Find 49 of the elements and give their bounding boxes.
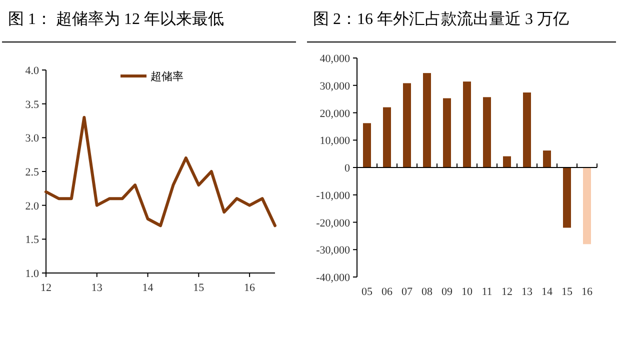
bar (463, 82, 471, 168)
y-tick-label: 20,000 (320, 108, 350, 120)
y-tick-label: 40,000 (320, 53, 350, 65)
x-tick-label: 15 (562, 286, 573, 298)
y-tick-label: 0 (344, 162, 350, 174)
x-tick-label: 14 (142, 282, 154, 294)
x-tick-label: 10 (462, 286, 473, 298)
x-tick-label: 13 (91, 282, 103, 294)
bar (523, 92, 531, 168)
x-tick-label: 06 (382, 286, 393, 298)
bar (443, 98, 451, 168)
bar (363, 123, 371, 168)
x-tick-label: 09 (442, 286, 453, 298)
x-tick-label: 05 (362, 286, 373, 298)
y-tick-label: 4.0 (25, 65, 40, 77)
x-tick-label: 15 (193, 282, 205, 294)
x-tick-label: 13 (522, 286, 533, 298)
x-tick-label: 12 (502, 286, 512, 298)
x-tick-label: 16 (582, 286, 593, 298)
y-tick-label: 1.5 (25, 234, 40, 246)
y-tick-label: -30,000 (316, 244, 350, 257)
x-tick-label: 14 (542, 286, 553, 298)
y-tick-label: -40,000 (316, 272, 350, 284)
bar (583, 168, 591, 244)
x-tick-label: 16 (244, 282, 256, 294)
y-tick-label: 2.0 (25, 200, 40, 212)
bar (563, 168, 571, 228)
bar (403, 83, 411, 168)
bar (483, 97, 491, 168)
x-tick-label: 11 (482, 286, 492, 298)
line-series (44, 116, 276, 228)
y-tick-label: 3.0 (25, 132, 40, 145)
y-tick-label: 1.0 (25, 268, 40, 280)
bar (503, 156, 511, 168)
chart-title: 图 1： 超储率为 12 年以来最低 (8, 10, 224, 28)
chart-title: 图 2：16 年外汇占款流出量近 3 万亿 (313, 10, 569, 28)
y-tick-label: 30,000 (320, 80, 350, 92)
x-tick-label: 12 (40, 282, 52, 294)
x-tick-label: 07 (402, 286, 413, 298)
y-tick-label: -20,000 (316, 217, 350, 230)
y-tick-label: 3.5 (25, 98, 40, 111)
bar (543, 150, 551, 168)
bar (423, 73, 431, 168)
x-tick-label: 08 (422, 286, 433, 298)
y-tick-label: 10,000 (320, 135, 350, 148)
bar (383, 107, 391, 168)
legend-label: 超储率 (150, 70, 184, 83)
y-tick-label: -10,000 (316, 190, 350, 202)
y-tick-label: 2.5 (25, 166, 40, 178)
